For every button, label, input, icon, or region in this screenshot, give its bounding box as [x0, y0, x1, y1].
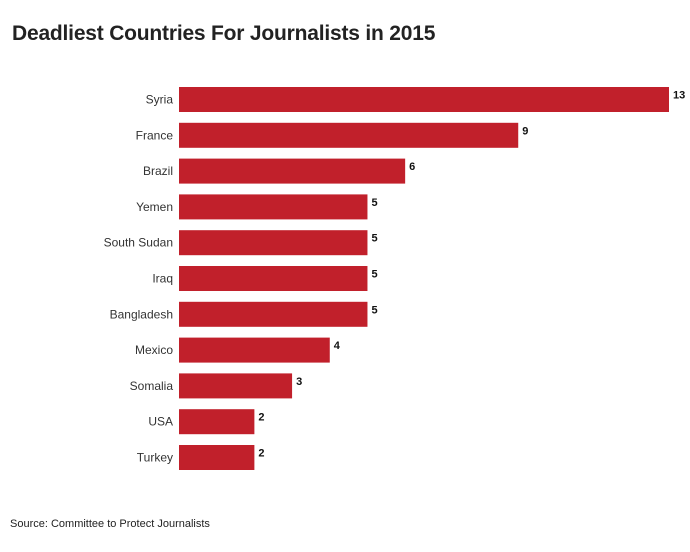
bar	[179, 266, 368, 291]
value-label: 5	[371, 233, 377, 245]
value-label: 13	[673, 90, 685, 102]
bar	[179, 373, 293, 399]
bar	[179, 158, 406, 184]
bar	[179, 409, 255, 435]
value-label: 2	[258, 448, 264, 460]
category-label: Mexico	[135, 343, 173, 357]
value-label: 5	[371, 197, 377, 209]
value-label: 2	[258, 412, 264, 424]
bar	[179, 301, 368, 327]
category-label: France	[136, 128, 174, 142]
category-label: Somalia	[130, 379, 174, 393]
bar	[179, 194, 368, 220]
source-note: Source: Committee to Protect Journalists	[10, 518, 210, 530]
category-label: Brazil	[143, 164, 173, 178]
bar	[179, 337, 330, 363]
category-label: Yemen	[136, 200, 173, 214]
category-label: South Sudan	[104, 236, 173, 250]
chart-title: Deadliest Countries For Journalists in 2…	[12, 22, 436, 45]
category-label: Syria	[146, 93, 174, 107]
value-label: 6	[409, 161, 415, 173]
category-label: Iraq	[152, 272, 173, 286]
value-label: 3	[296, 376, 302, 388]
bar	[179, 230, 368, 256]
category-label: USA	[148, 415, 173, 429]
value-label: 5	[371, 269, 377, 281]
category-label: Bangladesh	[110, 307, 173, 321]
bar	[179, 122, 519, 148]
category-label: Turkey	[137, 451, 173, 465]
bar	[179, 87, 669, 112]
value-label: 9	[522, 125, 528, 137]
bar	[179, 445, 255, 470]
value-label: 5	[371, 304, 377, 316]
value-label: 4	[334, 340, 341, 352]
